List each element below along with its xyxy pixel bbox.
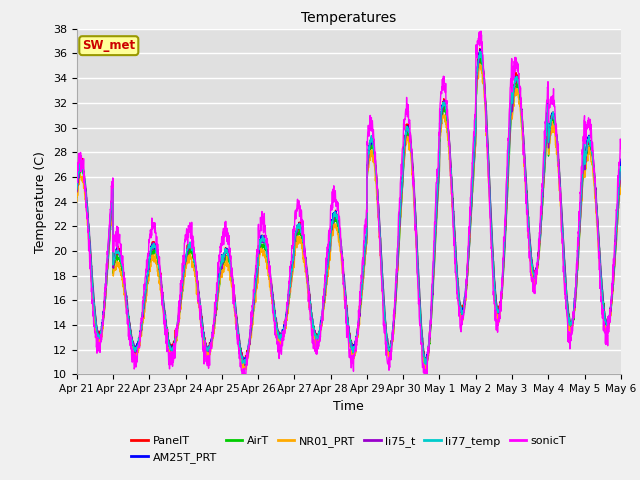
AirT [584, 146, 592, 152]
AirT [225, 255, 232, 261]
li75_t [365, 155, 372, 161]
NR01_PRT [73, 199, 81, 204]
li75_t [584, 140, 592, 145]
AirT [570, 316, 577, 322]
li77_temp [73, 186, 81, 192]
AM25T_PRT [476, 47, 484, 52]
Legend: PanelT, AM25T_PRT, AirT, NR01_PRT, li75_t, li77_temp, sonicT: PanelT, AM25T_PRT, AirT, NR01_PRT, li75_… [127, 432, 571, 467]
NR01_PRT [508, 111, 515, 117]
sonicT [73, 169, 81, 175]
AM25T_PRT [617, 156, 625, 162]
li75_t [508, 105, 515, 111]
AM25T_PRT [508, 98, 515, 104]
PanelT [73, 186, 81, 192]
li75_t [73, 189, 81, 195]
li75_t [376, 235, 384, 241]
li77_temp [476, 49, 484, 55]
X-axis label: Time: Time [333, 400, 364, 413]
sonicT [365, 127, 372, 133]
PanelT [225, 254, 232, 260]
li77_temp [570, 316, 577, 322]
PanelT [584, 140, 592, 146]
sonicT [376, 253, 384, 259]
li77_temp [584, 138, 592, 144]
AirT [422, 361, 430, 367]
AirT [508, 110, 515, 116]
Line: li75_t: li75_t [77, 50, 621, 364]
NR01_PRT [617, 168, 625, 173]
NR01_PRT [476, 61, 484, 67]
Text: SW_met: SW_met [82, 39, 136, 52]
NR01_PRT [365, 159, 372, 165]
PanelT [617, 164, 625, 169]
Y-axis label: Temperature (C): Temperature (C) [35, 151, 47, 252]
li75_t [570, 314, 577, 320]
sonicT [508, 78, 515, 84]
AM25T_PRT [225, 252, 232, 258]
Line: li77_temp: li77_temp [77, 52, 621, 365]
sonicT [584, 123, 592, 129]
NR01_PRT [376, 252, 384, 258]
li77_temp [225, 253, 232, 259]
Line: AM25T_PRT: AM25T_PRT [77, 49, 621, 365]
AirT [477, 56, 484, 61]
li77_temp [422, 362, 430, 368]
AM25T_PRT [570, 315, 577, 321]
PanelT [376, 243, 384, 249]
Line: sonicT: sonicT [77, 31, 621, 384]
AirT [617, 174, 625, 180]
sonicT [570, 309, 577, 314]
PanelT [508, 98, 515, 104]
PanelT [570, 310, 577, 315]
NR01_PRT [420, 367, 428, 372]
NR01_PRT [584, 151, 592, 156]
AirT [376, 233, 384, 239]
AirT [73, 194, 81, 200]
Line: AirT: AirT [77, 59, 621, 364]
li77_temp [508, 96, 515, 102]
Title: Temperatures: Temperatures [301, 11, 396, 25]
NR01_PRT [225, 267, 232, 273]
li77_temp [376, 241, 384, 247]
li75_t [617, 166, 625, 171]
sonicT [239, 381, 246, 386]
li75_t [477, 48, 484, 53]
PanelT [240, 366, 248, 372]
sonicT [617, 145, 625, 151]
AirT [365, 163, 372, 169]
AM25T_PRT [376, 245, 384, 251]
NR01_PRT [570, 319, 577, 325]
PanelT [365, 154, 372, 160]
Line: NR01_PRT: NR01_PRT [77, 64, 621, 370]
PanelT [476, 46, 484, 51]
li77_temp [617, 165, 625, 170]
AM25T_PRT [584, 139, 592, 144]
Line: PanelT: PanelT [77, 48, 621, 369]
AM25T_PRT [365, 148, 372, 154]
AM25T_PRT [73, 183, 81, 189]
AM25T_PRT [241, 362, 249, 368]
sonicT [225, 241, 232, 247]
li75_t [225, 249, 232, 255]
li77_temp [365, 152, 372, 157]
sonicT [477, 28, 484, 34]
li75_t [241, 361, 249, 367]
